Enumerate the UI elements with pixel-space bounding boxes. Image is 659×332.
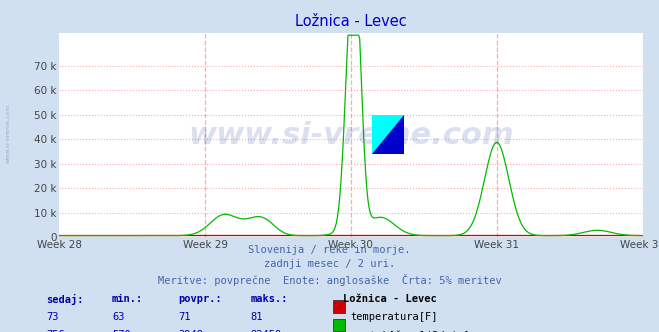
Text: 81: 81 [250,312,263,322]
Text: 71: 71 [178,312,190,322]
Text: 570: 570 [112,330,130,332]
Title: Ložnica - Levec: Ložnica - Levec [295,14,407,29]
Polygon shape [372,115,404,154]
Text: www.si-vreme.com: www.si-vreme.com [188,121,514,150]
Text: 63: 63 [112,312,125,322]
Text: Meritve: povprečne  Enote: anglosaške  Črta: 5% meritev: Meritve: povprečne Enote: anglosaške Črt… [158,274,501,286]
Text: 3948: 3948 [178,330,203,332]
Text: temperatura[F]: temperatura[F] [351,312,438,322]
Text: maks.:: maks.: [250,294,288,304]
Polygon shape [372,115,404,154]
Text: 73: 73 [46,312,59,322]
Text: www.si-vreme.com: www.si-vreme.com [5,103,11,163]
Text: pretok[čevelj3/min]: pretok[čevelj3/min] [351,330,469,332]
Text: sedaj:: sedaj: [46,294,84,305]
Text: Slovenija / reke in morje.: Slovenija / reke in morje. [248,245,411,255]
Text: 756: 756 [46,330,65,332]
Text: min.:: min.: [112,294,143,304]
Text: Ložnica - Levec: Ložnica - Levec [343,294,436,304]
Text: 82450: 82450 [250,330,281,332]
Text: povpr.:: povpr.: [178,294,221,304]
Text: zadnji mesec / 2 uri.: zadnji mesec / 2 uri. [264,259,395,269]
